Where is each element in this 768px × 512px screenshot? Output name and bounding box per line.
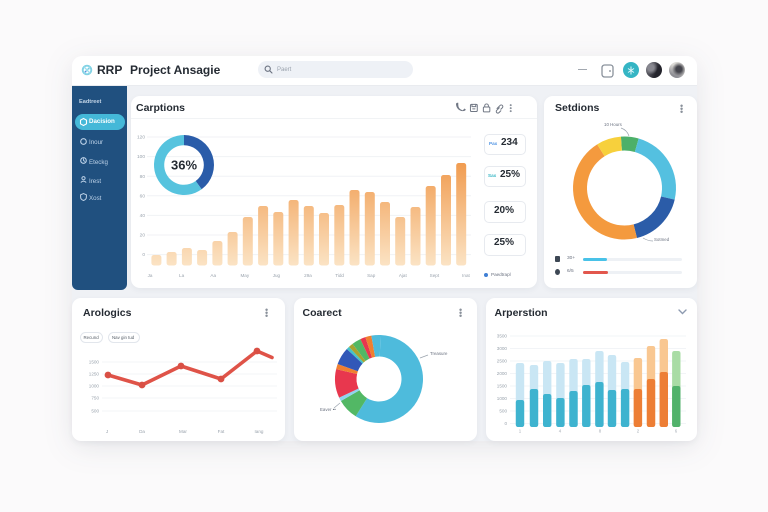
svg-text:1250: 1250 (89, 372, 100, 377)
svg-text:8: 8 (599, 429, 602, 434)
svg-text:Fat: Fat (218, 429, 225, 434)
svg-text:Iang: Iang (255, 429, 264, 434)
svg-text:La: La (179, 273, 185, 278)
svg-text:Mar: Mar (179, 429, 187, 434)
svg-text:20: 20 (140, 233, 146, 239)
svg-text:4: 4 (559, 429, 562, 434)
svg-text:1000: 1000 (89, 384, 100, 389)
svg-text:1500: 1500 (89, 360, 100, 365)
svg-text:2: 2 (637, 429, 640, 434)
svg-text:60: 60 (140, 193, 146, 199)
svg-text:3000: 3000 (497, 346, 508, 351)
svg-text:May: May (240, 273, 249, 278)
svg-text:40: 40 (140, 213, 146, 219)
svg-text:500: 500 (91, 409, 99, 414)
svg-text:1: 1 (519, 429, 522, 434)
svg-text:1000: 1000 (497, 396, 508, 401)
svg-text:120: 120 (137, 135, 145, 141)
svg-text:0: 0 (142, 252, 145, 258)
svg-text:Tidd: Tidd (335, 273, 344, 278)
svg-text:Aa: Aa (210, 273, 216, 278)
svg-text:6: 6 (675, 429, 678, 434)
svg-text:2000: 2000 (497, 371, 508, 376)
svg-text:Jug: Jug (273, 273, 281, 278)
svg-text:Ja: Ja (148, 273, 153, 278)
svg-text:Inat: Inat (462, 273, 470, 278)
svg-text:Sept: Sept (430, 273, 440, 278)
svg-text:Sap: Sap (367, 273, 376, 278)
svg-text:J: J (106, 429, 108, 434)
svg-text:Ajat: Ajat (399, 273, 408, 278)
svg-text:Da: Da (139, 429, 145, 434)
svg-text:1500: 1500 (497, 384, 508, 389)
svg-text:2500: 2500 (497, 359, 508, 364)
svg-text:750: 750 (91, 396, 99, 401)
svg-text:100: 100 (137, 154, 145, 160)
svg-text:3500: 3500 (497, 334, 508, 339)
svg-text:500: 500 (499, 409, 507, 414)
svg-text:0: 0 (504, 421, 507, 426)
svg-text:80: 80 (140, 174, 146, 180)
svg-text:29a: 29a (304, 273, 312, 278)
